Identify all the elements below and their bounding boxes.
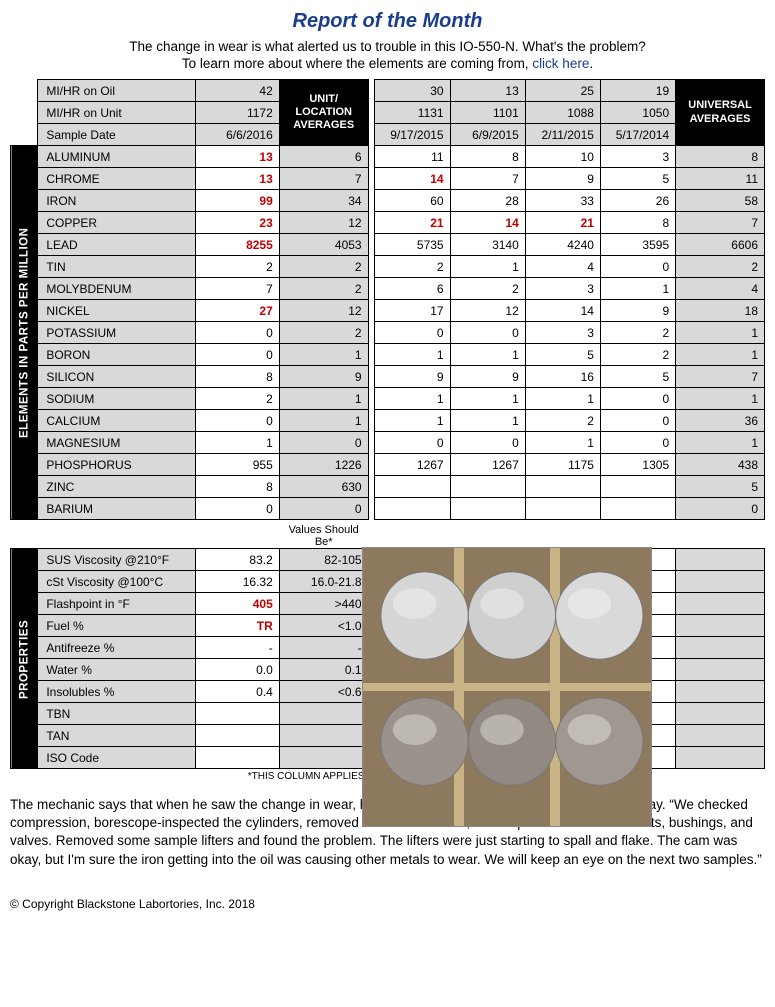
intro-prefix: To learn more about where the elements a… [182, 56, 532, 71]
page-title: Report of the Month [10, 10, 765, 33]
learn-more-link[interactable]: click here [532, 56, 589, 71]
copyright: © Copyright Blackstone Labortories, Inc.… [10, 897, 765, 911]
intro-suffix: . [589, 56, 593, 71]
intro-line-2: To learn more about where the elements a… [10, 56, 765, 71]
piston-photo [362, 547, 652, 827]
intro-line-1: The change in wear is what alerted us to… [10, 39, 765, 54]
